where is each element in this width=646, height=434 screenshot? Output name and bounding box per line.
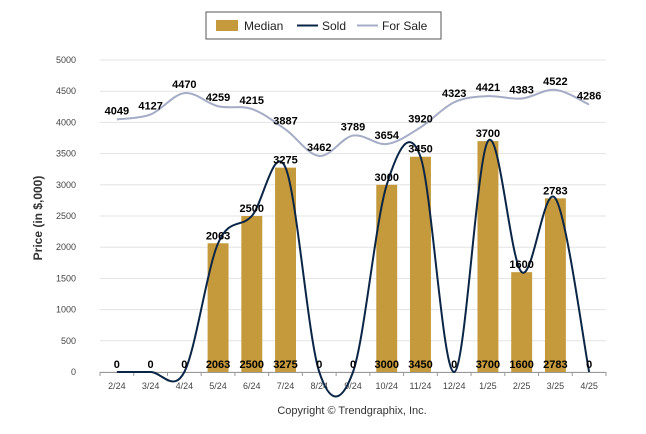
data-label-for-sale: 3789 [341,122,365,134]
bar-median [207,243,229,372]
bar-median [477,141,499,372]
data-label-sold: 2783 [543,185,567,197]
x-tick-label: 2/24 [108,381,126,391]
x-tick-label: 9/24 [344,381,362,391]
data-label-for-sale: 4286 [577,91,601,103]
y-axis-title: Price (in $,000) [31,176,45,261]
legend-median-label: Median [244,19,283,33]
bar-median [544,198,566,372]
y-tick-label: 500 [61,336,76,346]
data-label-sold: 2500 [240,203,264,215]
legend-sold-label: Sold [322,19,346,33]
x-tick-label: 7/24 [277,381,295,391]
data-label-for-sale: 4522 [543,76,567,88]
bar-median [376,184,398,372]
data-label-for-sale: 4383 [509,85,533,97]
data-label-for-sale: 4421 [476,82,500,94]
bars [207,141,566,372]
data-label-for-sale: 4259 [206,92,230,104]
data-label-median: 3000 [374,359,398,371]
data-label-sold: 3000 [374,172,398,184]
x-tick-label: 10/24 [375,381,398,391]
data-labels: 4049 4127 4470 4259 4215 3887 3462 3789 3654 3920… [105,76,602,371]
x-tick-label: 3/25 [547,381,565,391]
bar-median [241,216,263,372]
data-label-for-sale: 3887 [273,115,297,127]
y-tick-label: 5000 [56,55,76,65]
x-tick-label: 2/25 [513,381,531,391]
x-tick-label: 5/24 [209,381,227,391]
data-label-median: 2063 [206,359,230,371]
y-tick-label: 1500 [56,273,76,283]
data-label-for-sale: 4127 [138,100,162,112]
legend-box [205,11,442,40]
y-tick-label: 1000 [56,305,76,315]
data-label-sold: 3450 [408,144,432,156]
legend: Median Sold For Sale [205,11,442,40]
data-label-median: 0 [181,359,187,371]
data-label-median: 0 [316,359,322,371]
line-sold [116,138,591,398]
data-label-for-sale: 3920 [408,113,432,125]
line-for-sale [116,88,590,157]
x-tick-label: 4/25 [580,381,598,391]
data-label-median: 1600 [509,359,533,371]
data-label-for-sale: 4323 [442,88,466,100]
legend-for-sale-label: For Sale [382,19,428,33]
lines [116,88,591,398]
data-label-median: 0 [148,359,154,371]
x-tick-label: 8/24 [311,381,329,391]
data-label-for-sale: 3462 [307,142,331,154]
data-label-median: 0 [350,359,356,371]
x-tick-label: 4/24 [176,381,194,391]
x-tick-label: 6/24 [243,381,261,391]
y-tick-label: 0 [71,367,76,377]
data-label-median: 3450 [408,359,432,371]
y-tick-label: 2500 [56,211,76,221]
data-label-for-sale: 3654 [374,130,399,142]
data-label-median: 3700 [476,359,500,371]
y-tick-label: 3000 [56,180,76,190]
x-tick-label: 11/24 [410,381,432,391]
data-label-median: 3275 [273,359,297,371]
data-label-sold: 3700 [476,128,500,140]
y-tick-label: 4500 [56,86,76,96]
data-label-median: 2500 [240,359,264,371]
copyright-text: Copyright © Trendgraphix, Inc. [277,405,426,417]
data-label-sold: 2063 [206,230,230,242]
x-tick-label: 12/24 [443,381,466,391]
y-tick-label: 2000 [56,242,76,252]
data-label-for-sale: 4470 [172,79,196,91]
bar-median [410,156,431,372]
data-label-sold: 3275 [273,155,297,167]
data-label-for-sale: 4049 [105,105,129,117]
data-label-median: 0 [586,359,592,371]
y-tick-label: 3500 [56,149,76,159]
data-label-median: 0 [114,359,120,371]
y-tick-label: 4000 [56,117,76,127]
legend-median-swatch [216,20,238,31]
data-label-sold: 1600 [509,259,533,271]
data-label-median: 0 [451,359,457,371]
data-label-for-sale: 4215 [240,95,264,107]
bar-median [275,167,296,372]
x-tick-label: 3/24 [142,381,160,391]
bar-median [511,272,533,372]
x-tick-label: 1/25 [479,381,497,391]
data-label-median: 2783 [543,359,567,371]
